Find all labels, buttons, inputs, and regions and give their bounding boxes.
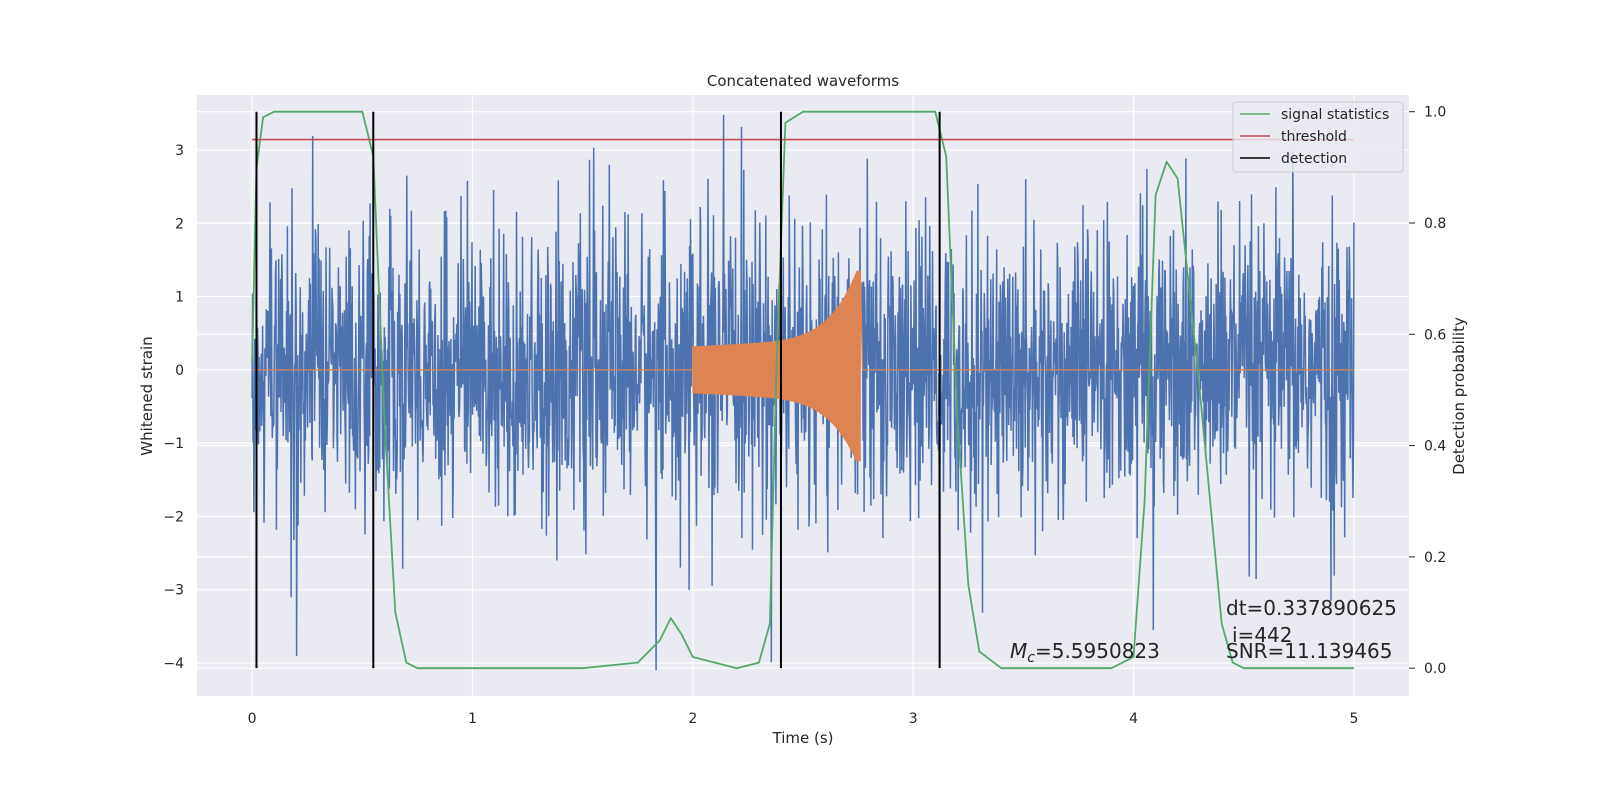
annotation-snr: SNR=11.139465: [1226, 639, 1392, 663]
signal-statistics-line: [251, 110, 1354, 670]
legend-label-detection: detection: [1281, 151, 1347, 167]
annotation-dt: dt=0.337890625: [1226, 596, 1397, 620]
y2-tick-label: 0.0: [1424, 661, 1446, 677]
y-tick-label: 3: [175, 143, 184, 159]
x-tick-label: 0: [248, 711, 257, 727]
annotations: Mc=5.5950823 dt=0.337890625 i=442 SNR=11…: [1010, 596, 1397, 666]
legend-box: [1232, 101, 1404, 173]
series-detection-statistics: [251, 110, 1354, 670]
y-tick-label: −2: [163, 509, 184, 525]
series-whitened-strain: [251, 114, 1355, 671]
noise-trace: [251, 114, 1355, 671]
y2-tick-label: 0.6: [1424, 327, 1446, 343]
legend-label-threshold: threshold: [1281, 129, 1347, 145]
chart-title: Concatenated waveforms: [707, 72, 899, 90]
x-tick-label: 3: [909, 711, 918, 727]
legend-label-signal-statistics: signal statistics: [1281, 107, 1389, 123]
x-axis-label: Time (s): [772, 729, 834, 747]
y-tick-label: 0: [175, 363, 184, 379]
y-tick-label: −4: [163, 656, 184, 672]
annotation-index: i=442: [1232, 623, 1293, 647]
y2-axis-label: Detection probability: [1450, 317, 1468, 475]
y2-tick-label: 0.2: [1424, 550, 1446, 566]
y2-tick-label: 0.4: [1424, 439, 1446, 455]
axis-ticks: 0 1 2 3 4 5 3 2 1 0 −1 −2 −3 −4 1.0 0.8 0.6 0.4 0.2 0.0: [163, 105, 1446, 727]
y-tick-label: 1: [175, 290, 184, 306]
y-tick-label: −1: [163, 436, 184, 452]
x-tick-label: 2: [688, 711, 697, 727]
x-tick-label: 5: [1349, 711, 1358, 727]
y2-tick-label: 1.0: [1424, 105, 1446, 121]
y-axis-label: Whitened strain: [138, 336, 156, 455]
y-tick-label: −3: [163, 583, 184, 599]
annotation-chirp-mass: Mc=5.5950823: [1010, 639, 1160, 666]
y2-tick-label: 0.8: [1424, 216, 1446, 232]
x-tick-label: 4: [1129, 711, 1138, 727]
x-tick-label: 1: [468, 711, 477, 727]
y-tick-label: 2: [175, 216, 184, 232]
legend: signal statistics threshold detection: [1232, 101, 1404, 173]
